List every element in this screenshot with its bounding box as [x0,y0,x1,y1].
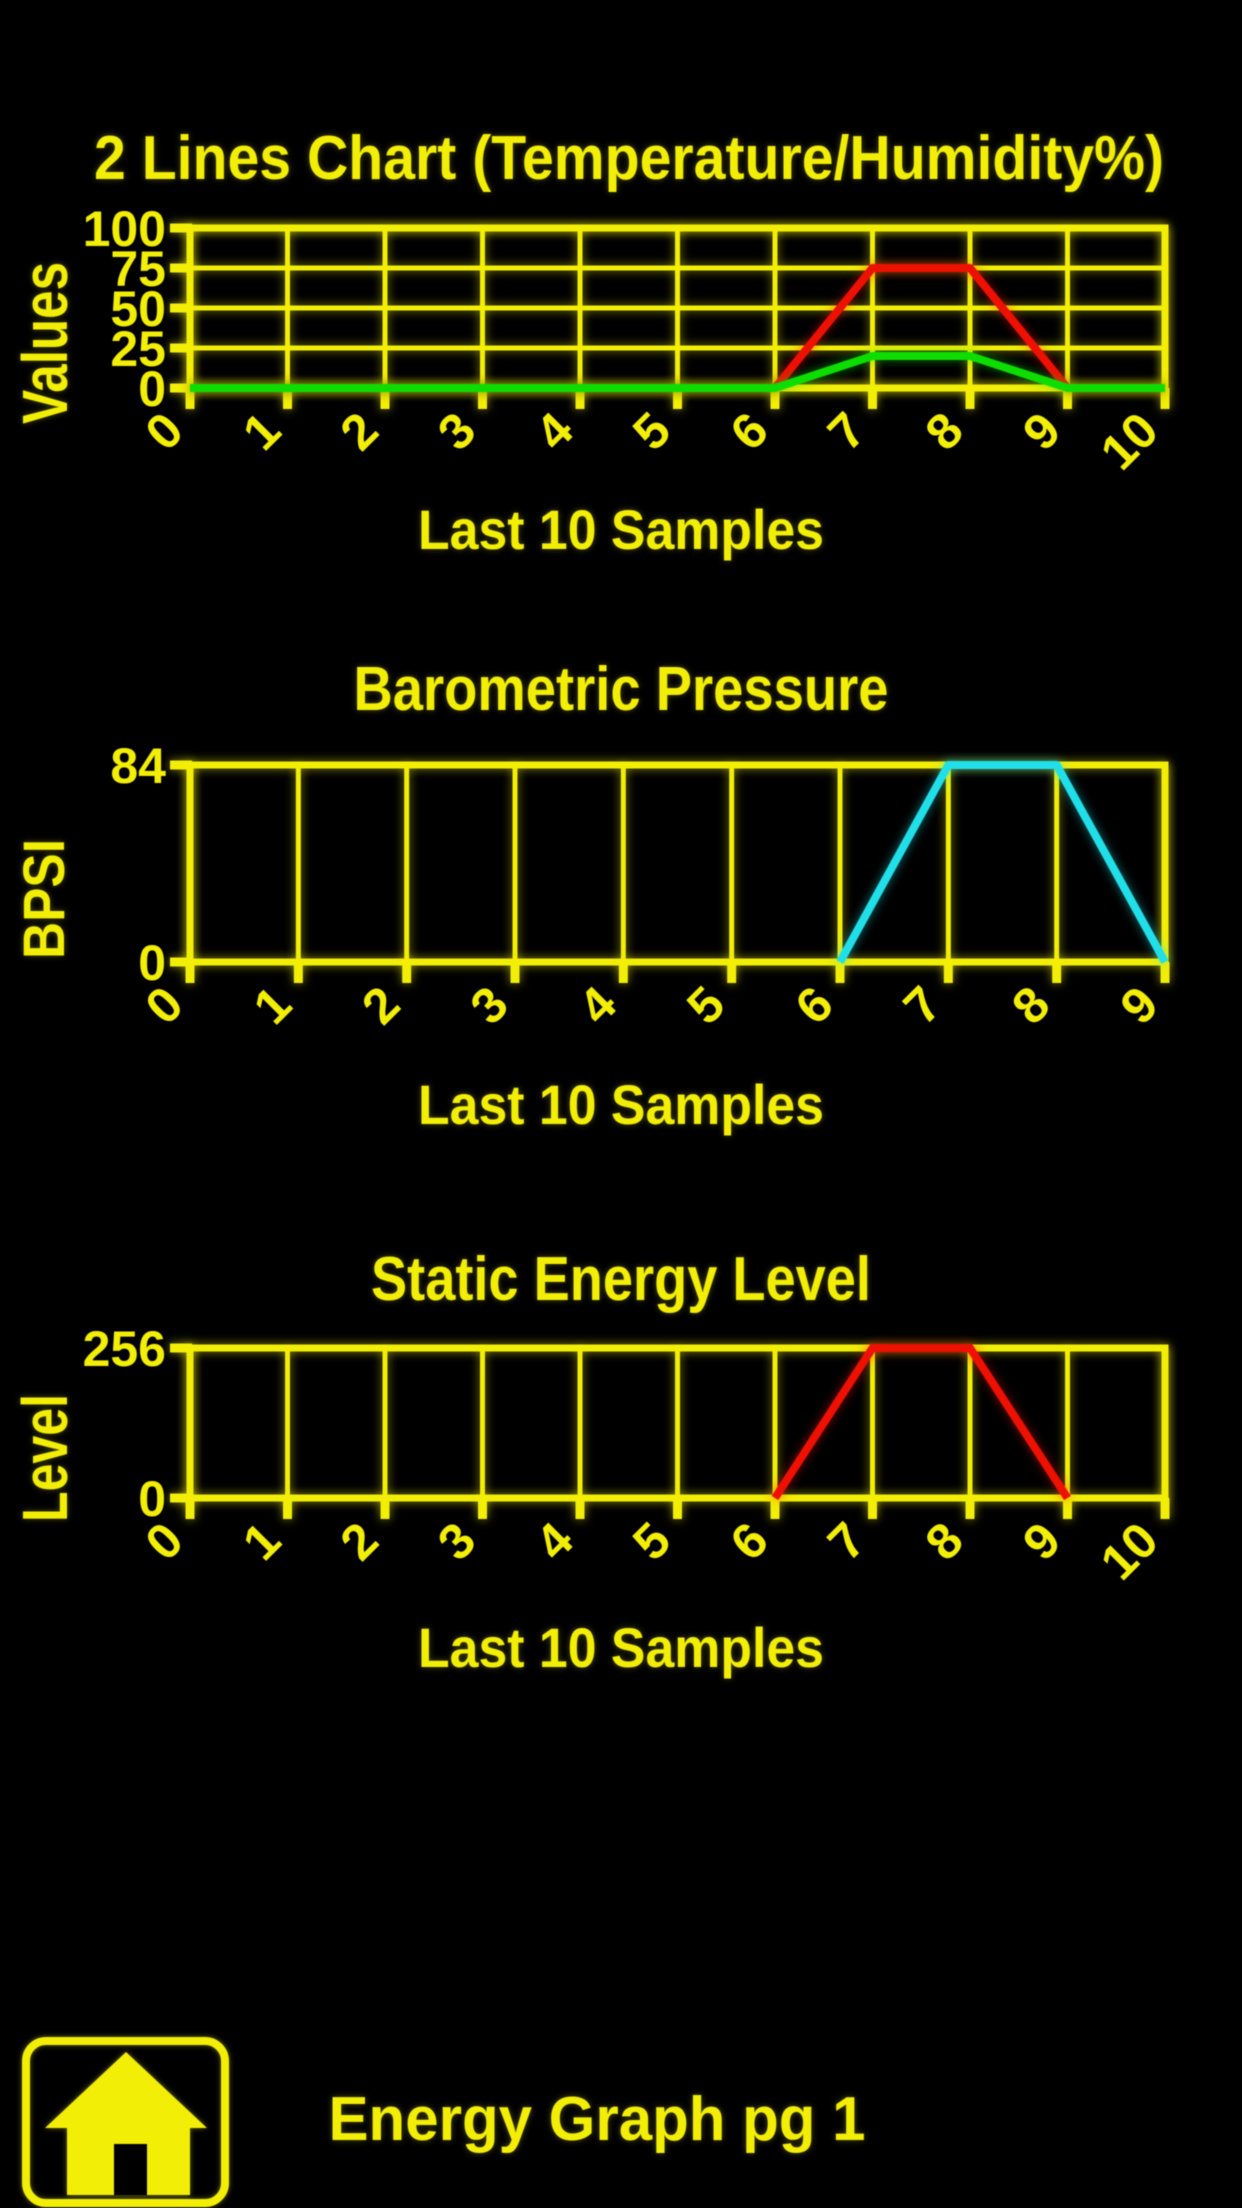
chart3-title: Static Energy Level [371,1245,871,1314]
y-tick-label: 100 [83,201,166,257]
chart2-title: Barometric Pressure [353,655,889,724]
chart2-x-axis-label: Last 10 Samples [418,1073,824,1136]
y-tick-label: 50 [110,281,166,337]
y-tick-label: 25 [110,321,166,377]
x-tick-label: 9 [1012,1512,1071,1571]
x-tick-label: 10 [1090,1512,1169,1591]
y-tick-label: 0 [138,1471,166,1527]
footer-page-label: Energy Graph pg 1 [328,2085,866,2154]
x-tick-label: 5 [622,1512,681,1571]
series-humidity [190,352,1165,392]
home-button[interactable] [0,2020,260,2208]
y-tick-label: 256 [83,1321,166,1377]
x-tick-label: 1 [232,1512,291,1571]
y-tick-label: 0 [138,361,166,417]
chart3-x-axis-label: Last 10 Samples [418,1616,824,1679]
y-tick-label: 75 [110,241,166,297]
x-tick-label: 7 [817,1512,876,1571]
x-tick-label: 3 [427,1512,486,1571]
chart1-x-axis-label: Last 10 Samples [418,498,824,561]
x-tick-label: 6 [720,1512,779,1571]
axis-ticks [170,1343,1170,1519]
x-tick-label: 8 [915,1512,974,1571]
home-icon [22,2037,229,2207]
series-pressure [836,761,1169,964]
axis-ticks [170,760,1170,983]
chart1-title: 2 Lines Chart (Temperature/Humidity%) [94,124,1165,193]
x-tick-label: 4 [525,1512,584,1571]
y-tick-label: 0 [138,935,166,991]
series-energy [771,1344,1071,1501]
x-tick-label: 2 [330,1512,389,1571]
y-tick-label: 84 [110,738,166,794]
